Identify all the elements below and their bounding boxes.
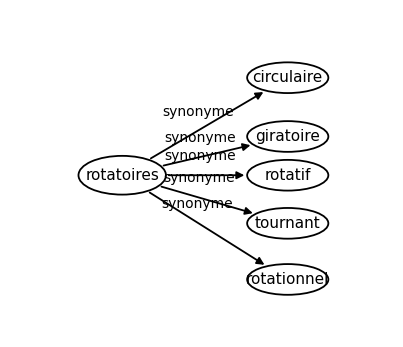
Text: circulaire: circulaire [253,70,323,85]
Text: synonyme: synonyme [164,131,235,145]
Ellipse shape [247,121,328,152]
Text: rotationnel: rotationnel [246,272,329,287]
Text: giratoire: giratoire [256,129,320,144]
Ellipse shape [79,156,166,195]
Ellipse shape [247,62,328,93]
Text: synonyme: synonyme [164,149,236,163]
Ellipse shape [247,208,328,239]
Text: rotatoires: rotatoires [85,168,159,183]
Text: synonyme: synonyme [164,171,235,185]
Ellipse shape [247,264,328,295]
Text: rotatif: rotatif [264,168,311,183]
Text: synonyme: synonyme [162,197,233,211]
Text: synonyme: synonyme [162,105,234,119]
Ellipse shape [247,160,328,191]
Text: tournant: tournant [255,216,321,231]
